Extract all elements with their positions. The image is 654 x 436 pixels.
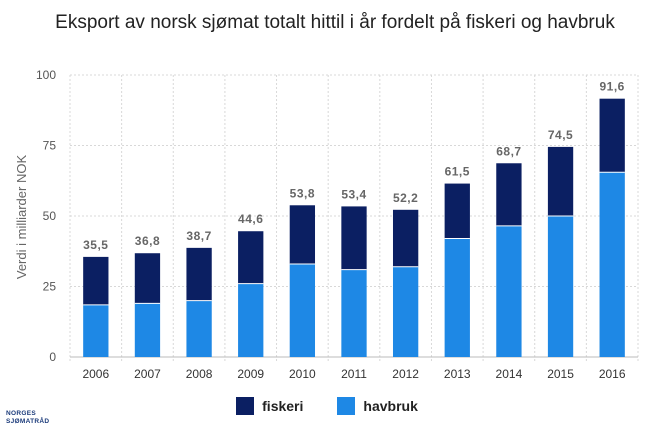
bar-fiskeri-2006 bbox=[83, 256, 109, 305]
bars-layer bbox=[83, 98, 625, 357]
bar-havbruk-2011 bbox=[341, 269, 367, 357]
total-label-2009: 44,6 bbox=[238, 212, 263, 226]
x-tick-label-2014: 2014 bbox=[496, 367, 523, 381]
legend-item-fiskeri: fiskeri bbox=[236, 397, 303, 415]
bar-havbruk-2006 bbox=[83, 304, 109, 357]
bar-havbruk-2013 bbox=[444, 238, 470, 357]
total-label-2014: 68,7 bbox=[496, 144, 521, 158]
x-tick-label-2006: 2006 bbox=[82, 367, 109, 381]
y-tick-label: 0 bbox=[49, 350, 56, 364]
total-label-2007: 36,8 bbox=[135, 234, 160, 248]
x-tick-label-2015: 2015 bbox=[547, 367, 574, 381]
chart-title: Eksport av norsk sjømat totalt hittil i … bbox=[55, 12, 615, 33]
legend-label-fiskeri: fiskeri bbox=[262, 398, 304, 414]
bar-fiskeri-2016 bbox=[599, 98, 625, 173]
bar-fiskeri-2014 bbox=[496, 163, 522, 226]
bar-fiskeri-2010 bbox=[289, 205, 316, 264]
legend-item-havbruk: havbruk bbox=[337, 397, 418, 415]
bar-havbruk-2009 bbox=[238, 283, 264, 357]
legend-swatch-fiskeri bbox=[236, 397, 255, 415]
bar-fiskeri-2007 bbox=[134, 253, 161, 304]
brand-line-1: NORGES bbox=[6, 410, 36, 417]
x-tick-label-2012: 2012 bbox=[392, 367, 419, 381]
total-label-2008: 38,7 bbox=[186, 229, 211, 243]
bar-havbruk-2014 bbox=[496, 225, 522, 357]
bar-fiskeri-2015 bbox=[547, 146, 574, 216]
x-tick-label-2010: 2010 bbox=[289, 367, 316, 381]
bar-fiskeri-2011 bbox=[341, 206, 367, 270]
total-label-2016: 91,6 bbox=[600, 80, 625, 94]
bar-havbruk-2007 bbox=[134, 303, 161, 357]
y-tick-label: 50 bbox=[43, 209, 57, 223]
bar-fiskeri-2009 bbox=[238, 231, 264, 284]
x-tick-label-2011: 2011 bbox=[341, 367, 367, 381]
labels-layer: 0 25 50 75 100 35,5 2006 36,8 2007 38,7 2008 44,6 20… bbox=[36, 68, 626, 381]
brand-logo: NORGES SJØMATRÅD bbox=[6, 410, 49, 426]
total-label-2013: 61,5 bbox=[445, 165, 470, 179]
x-tick-label-2016: 2016 bbox=[599, 367, 626, 381]
y-tick-label: 100 bbox=[36, 68, 56, 82]
bar-havbruk-2015 bbox=[547, 216, 574, 357]
total-label-2006: 35,5 bbox=[83, 238, 108, 252]
bar-fiskeri-2008 bbox=[186, 247, 212, 301]
x-tick-label-2007: 2007 bbox=[134, 367, 161, 381]
total-label-2010: 53,8 bbox=[290, 186, 315, 200]
bar-fiskeri-2013 bbox=[444, 183, 470, 239]
legend: fiskeri havbruk bbox=[0, 397, 654, 415]
x-tick-label-2009: 2009 bbox=[237, 367, 264, 381]
y-tick-label: 25 bbox=[43, 280, 57, 294]
brand-line-2: SJØMATRÅD bbox=[6, 418, 50, 425]
y-axis-label: Verdi i milliarder NOK bbox=[14, 155, 29, 280]
total-label-2011: 53,4 bbox=[341, 187, 366, 201]
bar-havbruk-2008 bbox=[186, 300, 212, 357]
total-label-2012: 52,2 bbox=[393, 191, 418, 205]
x-tick-label-2013: 2013 bbox=[444, 367, 471, 381]
bar-fiskeri-2012 bbox=[392, 209, 419, 267]
legend-label-havbruk: havbruk bbox=[363, 398, 418, 414]
bar-havbruk-2012 bbox=[392, 266, 419, 357]
bar-havbruk-2010 bbox=[289, 263, 316, 357]
total-label-2015: 74,5 bbox=[548, 128, 573, 142]
y-tick-label: 75 bbox=[43, 139, 57, 153]
legend-swatch-havbruk bbox=[337, 397, 356, 415]
x-tick-label-2008: 2008 bbox=[186, 367, 213, 381]
bar-havbruk-2016 bbox=[599, 172, 625, 357]
